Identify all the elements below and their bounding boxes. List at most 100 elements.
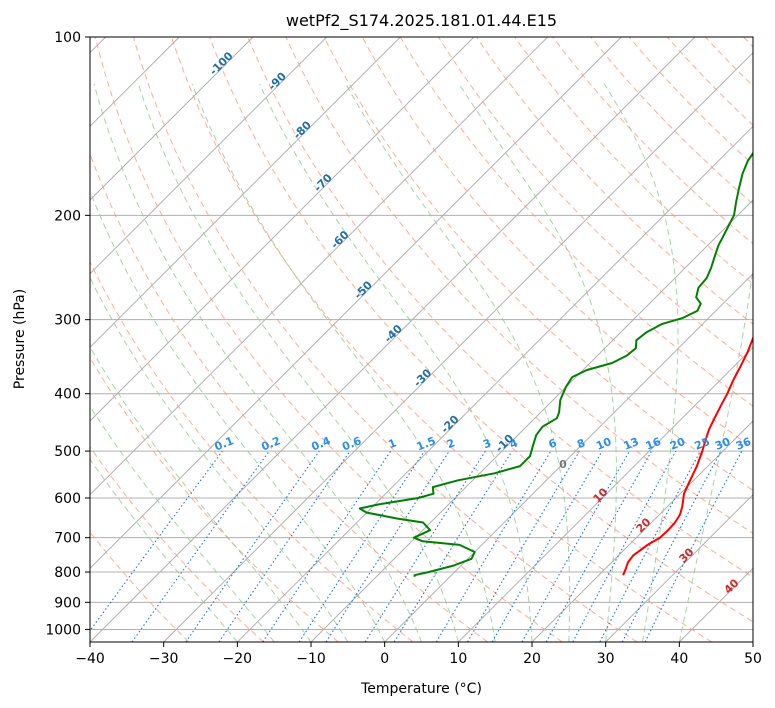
mixing-ratio-label: 36 [734, 435, 753, 453]
dry-adiabat-line [94, 37, 563, 642]
mixing-ratio-label: 8 [575, 436, 587, 451]
dry-adiabat-line [323, 37, 753, 491]
isotherm-line [90, 37, 622, 570]
isotherm-line [163, 51, 753, 642]
moist-adiabat-line [90, 458, 238, 642]
x-axis-ticks: −40 −30 −20 −10 0 10 20 30 40 50 [75, 642, 762, 667]
isotherm-line [752, 641, 753, 642]
mixing-ratio-line [644, 450, 743, 642]
y-tick-label: 700 [54, 531, 81, 547]
isotherm-line [531, 420, 753, 642]
dry-adiabat-line [90, 260, 414, 642]
mixing-ratio-line [218, 450, 351, 642]
mixing-ratio-line [435, 450, 552, 642]
mixing-ratio-label: 3 [481, 436, 493, 451]
temperature-profile-line [622, 335, 753, 576]
dry-adiabat-line [285, 37, 753, 535]
moist-adiabat-line [90, 405, 275, 642]
isotherm-line [90, 37, 549, 496]
isotherm-label: -90 [266, 70, 289, 93]
mixing-ratio-label: 6 [547, 436, 559, 451]
moist-adiabat-line [191, 83, 496, 642]
dry-adiabat-label: 40 [722, 576, 742, 596]
moist-adiabat-line [90, 346, 312, 642]
mixing-ratio-line [325, 450, 450, 642]
dry-adiabat-label: 10 [591, 485, 611, 505]
y-tick-label: 400 [54, 387, 81, 403]
mixing-ratio-label: 16 [644, 435, 663, 453]
x-tick-label: 30 [597, 651, 615, 667]
mixing-ratio-label: 13 [622, 435, 641, 453]
mixing-ratio-label: 20 [668, 435, 687, 453]
y-axis-label: Pressure (hPa) [12, 289, 28, 389]
mixing-ratio-label: 30 [713, 435, 732, 453]
isotherm-line [90, 37, 475, 422]
moist-adiabat-line [93, 83, 422, 642]
dry-adiabat-line [743, 37, 753, 48]
isotherm-line [90, 37, 328, 275]
dry-adiabat-line [209, 37, 753, 623]
x-axis-label: Temperature (°C) [360, 681, 482, 697]
mixing-ratio-line [393, 450, 513, 642]
x-tick-label: 0 [380, 651, 389, 667]
mixing-ratio-label: 10 [594, 435, 613, 453]
moist-adiabat-line [345, 83, 571, 642]
isotherm-line [310, 199, 753, 642]
mixing-ratio-line [521, 450, 630, 642]
dry-adiabat-label: 30 [677, 545, 697, 565]
zero-isotherm-label: 0 [559, 458, 567, 471]
line-labels-layer: 0.1 0.2 0.4 0.6 1 1.5 2 3 4 6 8 10 13 16 20 25 30 36-100-… [207, 49, 753, 596]
x-tick-label: −10 [296, 651, 326, 667]
y-tick-label: 300 [54, 313, 81, 329]
mixing-ratio-line [545, 450, 653, 642]
dry-adiabat-line [90, 356, 339, 642]
x-tick-label: 20 [523, 651, 541, 667]
isotherm-line [457, 346, 753, 642]
grid-layer [90, 37, 753, 642]
y-tick-label: 200 [54, 208, 81, 224]
mixing-ratio-line [572, 450, 677, 642]
x-tick-label: −20 [223, 651, 253, 667]
dry-adiabat-line [247, 37, 753, 578]
mixing-ratio-line [131, 450, 270, 642]
isotherm-line [90, 37, 696, 642]
moist-adiabat-line [137, 83, 459, 642]
mixing-ratio-line [467, 450, 580, 642]
y-tick-label: 1000 [45, 622, 81, 638]
y-tick-label: 100 [54, 30, 81, 46]
chart-title: wetPf2_S174.2025.181.01.44.E15 [286, 11, 557, 31]
x-tick-label: 10 [449, 651, 467, 667]
dewpoint-profile-line [358, 151, 753, 577]
dry-adiabat-line [90, 531, 190, 642]
isotherm-line [678, 567, 753, 642]
mixing-ratio-label: 25 [693, 435, 712, 453]
isotherm-label: -30 [411, 366, 434, 389]
isotherm-label: -100 [207, 49, 236, 78]
mixing-ratio-label: 1 [386, 436, 398, 451]
isotherm-line [90, 37, 254, 201]
isotherm-line [90, 37, 401, 349]
x-tick-label: −40 [75, 651, 105, 667]
moist-adiabat-line [678, 83, 753, 642]
x-tick-label: −30 [149, 651, 179, 667]
series-layer [358, 151, 753, 577]
isotherm-label: -40 [382, 322, 405, 345]
dry-adiabat-line [552, 37, 753, 245]
dry-adiabat-line [476, 37, 753, 325]
isotherm-line [605, 493, 753, 642]
dry-adiabat-label: 20 [634, 515, 654, 535]
isotherm-label: -80 [291, 118, 314, 141]
mixing-ratio-line [185, 450, 320, 642]
isotherm-label: -50 [352, 278, 375, 301]
y-tick-label: 800 [54, 565, 81, 581]
isotherm-line [384, 272, 753, 642]
moist-adiabat-line [90, 276, 349, 642]
isotherm-label: -60 [328, 228, 351, 251]
plot-frame [89, 36, 754, 643]
isotherm-label: -20 [438, 412, 461, 435]
isotherm-line [236, 125, 753, 642]
y-axis-ticks: 100 200 300 400 500 600 700 800 900 1000 [45, 30, 90, 638]
mixing-ratio-line [262, 450, 392, 642]
y-tick-label: 600 [54, 491, 81, 507]
